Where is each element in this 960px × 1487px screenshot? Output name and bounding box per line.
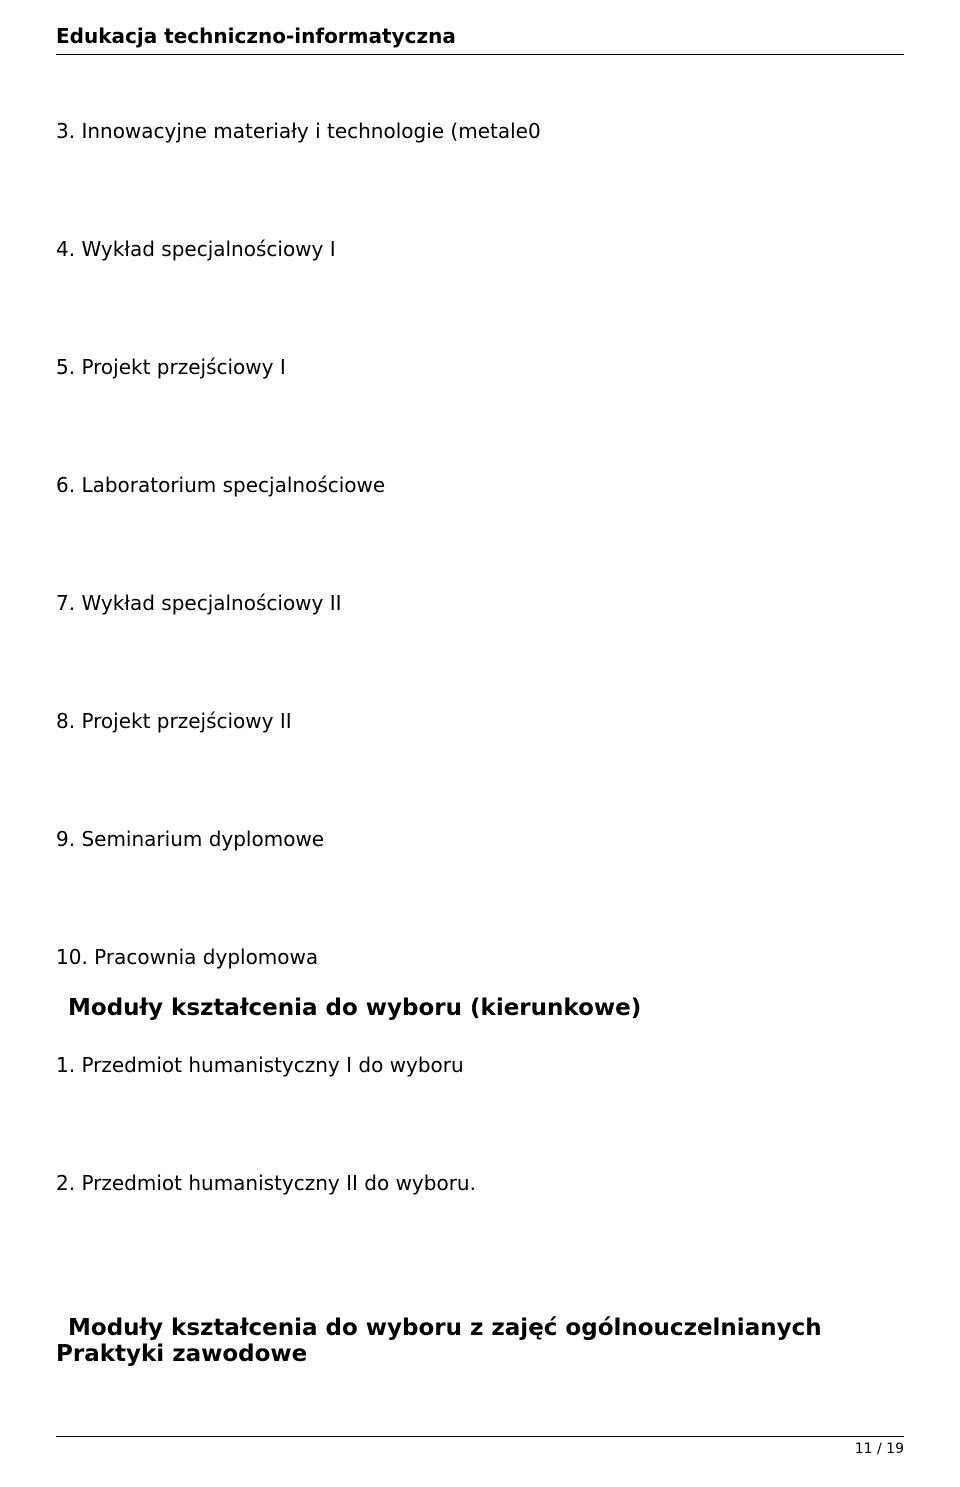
list-item-3: 3. Innowacyjne materiały i technologie (…	[56, 119, 904, 143]
list-item-10: 10. Pracownia dyplomowa	[56, 945, 904, 969]
page-footer: 11 / 19	[56, 1436, 904, 1457]
page-number: 11 / 19	[56, 1441, 904, 1457]
section-heading-praktyki: Praktyki zawodowe	[56, 1341, 904, 1367]
list-item-8: 8. Projekt przejściowy II	[56, 709, 904, 733]
kierunkowe-item-2: 2. Przedmiot humanistyczny II do wyboru.	[56, 1171, 904, 1195]
header-rule	[56, 54, 904, 55]
list-item-9: 9. Seminarium dyplomowe	[56, 827, 904, 851]
section-heading-ogolno: Moduły kształcenia do wyboru z zajęć ogó…	[68, 1315, 904, 1341]
footer-rule	[56, 1436, 904, 1437]
page: Edukacja techniczno-informatyczna 3. Inn…	[0, 0, 960, 1487]
list-item-6: 6. Laboratorium specjalnościowe	[56, 473, 904, 497]
list-item-4: 4. Wykład specjalnościowy I	[56, 237, 904, 261]
section-heading-kierunkowe: Moduły kształcenia do wyboru (kierunkowe…	[68, 995, 904, 1021]
kierunkowe-item-1: 1. Przedmiot humanistyczny I do wyboru	[56, 1053, 904, 1077]
list-item-5: 5. Projekt przejściowy I	[56, 355, 904, 379]
list-item-7: 7. Wykład specjalnościowy II	[56, 591, 904, 615]
page-header-title: Edukacja techniczno-informatyczna	[56, 24, 904, 54]
bottom-headings: Moduły kształcenia do wyboru z zajęć ogó…	[56, 1315, 904, 1367]
